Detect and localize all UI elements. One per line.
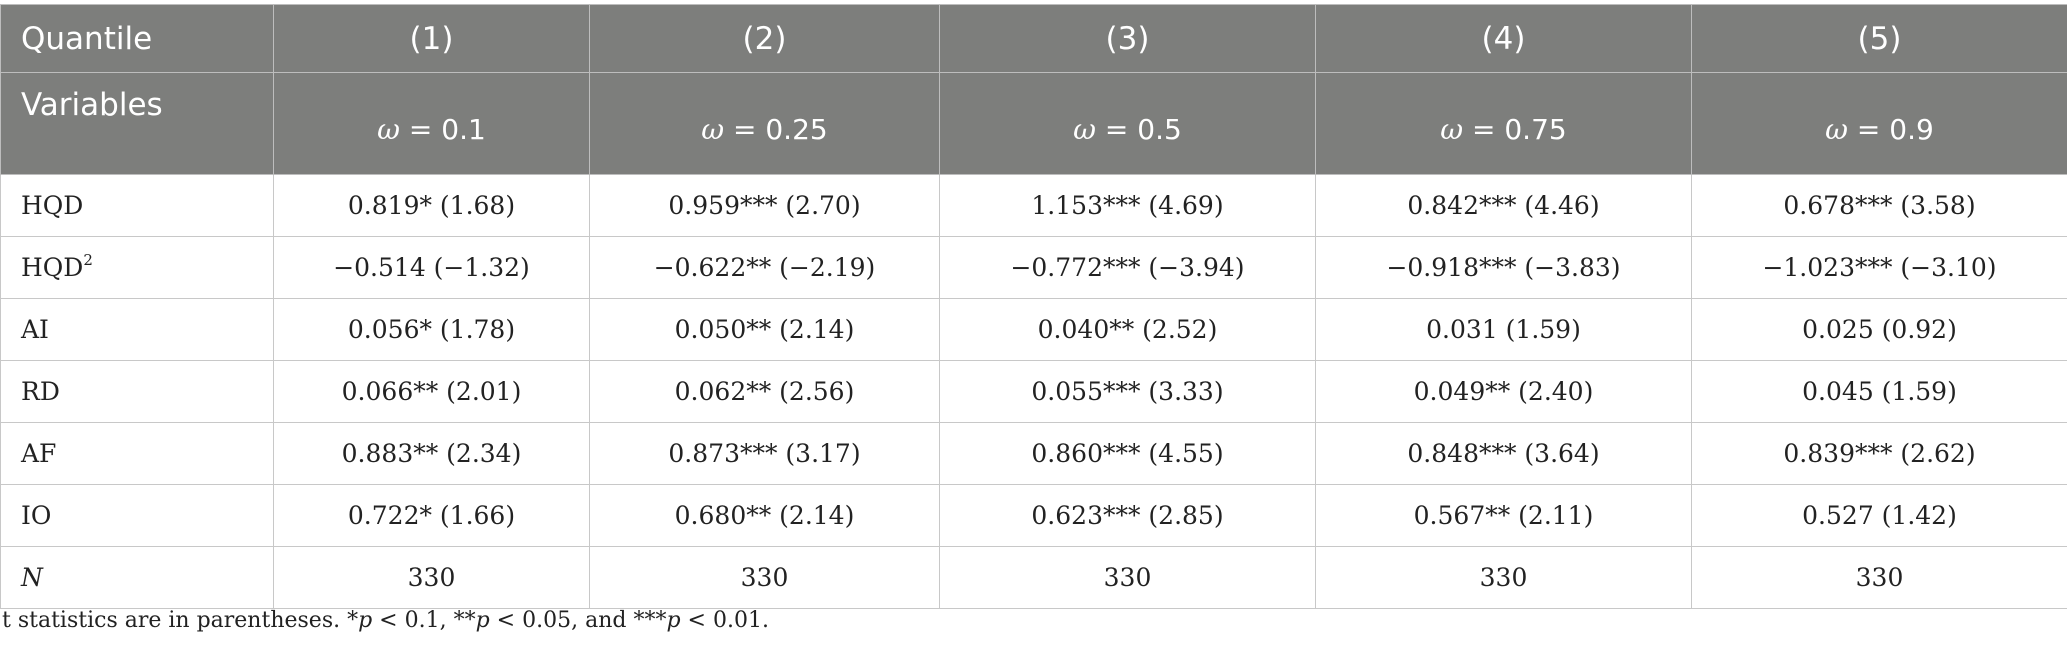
- p-symbol: p: [666, 608, 681, 633]
- omega-symbol: ω: [377, 113, 401, 146]
- footnote-text: < 0.01.: [680, 608, 769, 633]
- table-cell: 0.959*** (2.70): [589, 174, 940, 237]
- regression-table: Quantile (1) (2) (3) (4) (5) Variables ω…: [0, 4, 2067, 609]
- table-cell: −0.918*** (−3.83): [1315, 236, 1692, 299]
- table-row: AF 0.883** (2.34) 0.873*** (3.17) 0.860*…: [0, 422, 2067, 485]
- table-row: AI 0.056* (1.78) 0.050** (2.14) 0.040** …: [0, 298, 2067, 361]
- table-cell: 0.678*** (3.58): [1691, 174, 2067, 237]
- table-cell: 0.567** (2.11): [1315, 484, 1692, 547]
- variable-label: AI: [0, 298, 274, 361]
- table-cell: −1.023*** (−3.10): [1691, 236, 2067, 299]
- table-cell: 0.040** (2.52): [939, 298, 1316, 361]
- table-cell: 0.873*** (3.17): [589, 422, 940, 485]
- table-cell: 0.055*** (3.33): [939, 360, 1316, 423]
- header-row-quantile: Quantile (1) (2) (3) (4) (5): [0, 4, 2067, 73]
- variable-label: HQD: [0, 174, 274, 237]
- table-cell: 0.062** (2.56): [589, 360, 940, 423]
- table-cell: 330: [939, 546, 1316, 609]
- variable-label: RD: [0, 360, 274, 423]
- variable-label: IO: [0, 484, 274, 547]
- table-cell: 330: [589, 546, 940, 609]
- table-row: RD 0.066** (2.01) 0.062** (2.56) 0.055**…: [0, 360, 2067, 423]
- table-cell: 0.527 (1.42): [1691, 484, 2067, 547]
- table-cell: −0.514 (−1.32): [273, 236, 590, 299]
- column-number-5: (5): [1691, 4, 2067, 73]
- column-number-3: (3): [939, 4, 1316, 73]
- omega-header-1: ω = 0.1: [273, 72, 590, 175]
- p-symbol: p: [475, 608, 490, 633]
- table-cell: −0.622** (−2.19): [589, 236, 940, 299]
- omega-symbol: ω: [701, 113, 725, 146]
- omega-value: = 0.25: [724, 113, 828, 146]
- omega-value: = 0.9: [1848, 113, 1934, 146]
- table-cell: 0.066** (2.01): [273, 360, 590, 423]
- table-cell: 0.722* (1.66): [273, 484, 590, 547]
- omega-symbol: ω: [1073, 113, 1097, 146]
- table-cell: 0.031 (1.59): [1315, 298, 1692, 361]
- omega-header-3: ω = 0.5: [939, 72, 1316, 175]
- variable-label: AF: [0, 422, 274, 485]
- table-cell: 0.819* (1.68): [273, 174, 590, 237]
- column-number-1: (1): [273, 4, 590, 73]
- table-cell: 0.883** (2.34): [273, 422, 590, 485]
- header-row-variables: Variables ω = 0.1 ω = 0.25 ω = 0.5 ω = 0…: [0, 72, 2067, 175]
- omega-header-4: ω = 0.75: [1315, 72, 1692, 175]
- variables-label: Variables: [0, 72, 274, 175]
- footnote-text: t statistics are in parentheses. *: [2, 608, 359, 633]
- omega-symbol: ω: [1440, 113, 1464, 146]
- omega-symbol: ω: [1825, 113, 1849, 146]
- table-cell: 0.842*** (4.46): [1315, 174, 1692, 237]
- table-cell: 0.839*** (2.62): [1691, 422, 2067, 485]
- table-cell: 0.050** (2.14): [589, 298, 940, 361]
- table-cell: 0.045 (1.59): [1691, 360, 2067, 423]
- table-cell: 330: [1315, 546, 1692, 609]
- omega-value: = 0.75: [1463, 113, 1567, 146]
- table-footnote: t statistics are in parentheses. *p < 0.…: [2, 608, 769, 633]
- column-number-2: (2): [589, 4, 940, 73]
- table-cell: 0.056* (1.78): [273, 298, 590, 361]
- omega-header-2: ω = 0.25: [589, 72, 940, 175]
- table-row: HQD2 −0.514 (−1.32) −0.622** (−2.19) −0.…: [0, 236, 2067, 299]
- column-number-4: (4): [1315, 4, 1692, 73]
- table-cell: 1.153*** (4.69): [939, 174, 1316, 237]
- table-cell: 0.623*** (2.85): [939, 484, 1316, 547]
- omega-value: = 0.1: [400, 113, 486, 146]
- superscript: 2: [83, 251, 93, 269]
- omega-value: = 0.5: [1096, 113, 1182, 146]
- variable-name: HQD: [21, 253, 84, 282]
- table-row: N 330 330 330 330 330: [0, 546, 2067, 609]
- table-cell: 0.860*** (4.55): [939, 422, 1316, 485]
- footnote-text: < 0.1, **: [372, 608, 476, 633]
- table-cell: 330: [273, 546, 590, 609]
- table-cell: −0.772*** (−3.94): [939, 236, 1316, 299]
- table-cell: 0.680** (2.14): [589, 484, 940, 547]
- omega-header-5: ω = 0.9: [1691, 72, 2067, 175]
- table-cell: 0.848*** (3.64): [1315, 422, 1692, 485]
- table-row: IO 0.722* (1.66) 0.680** (2.14) 0.623***…: [0, 484, 2067, 547]
- footnote-text: < 0.05, and ***: [489, 608, 667, 633]
- quantile-label: Quantile: [0, 4, 274, 73]
- table-cell: 0.049** (2.40): [1315, 360, 1692, 423]
- variable-label: N: [0, 546, 274, 609]
- p-symbol: p: [358, 608, 373, 633]
- table-cell: 330: [1691, 546, 2067, 609]
- variable-label: HQD2: [0, 236, 274, 299]
- table-cell: 0.025 (0.92): [1691, 298, 2067, 361]
- table-row: HQD 0.819* (1.68) 0.959*** (2.70) 1.153*…: [0, 174, 2067, 237]
